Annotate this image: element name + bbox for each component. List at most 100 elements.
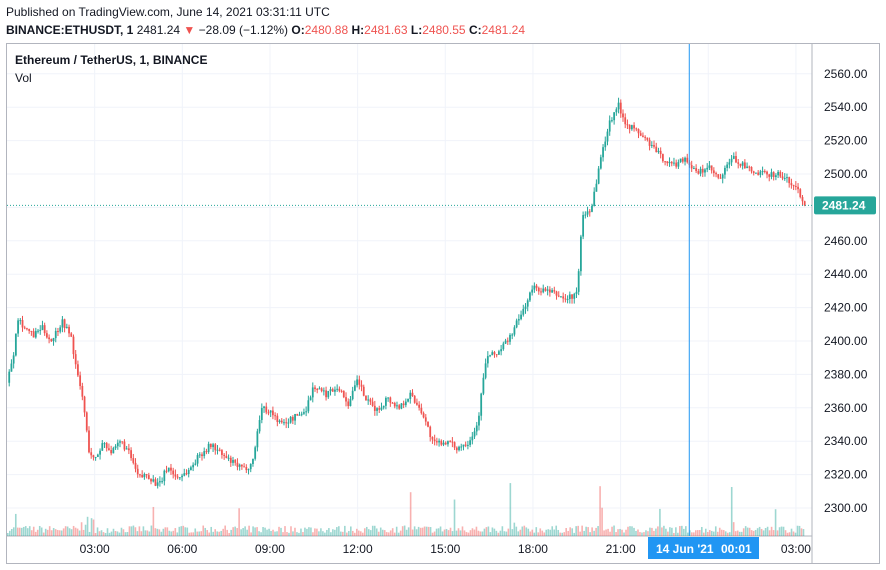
volume-bar [276, 531, 278, 536]
candle-body [336, 388, 339, 390]
candle-body [648, 139, 651, 146]
candle-body [172, 470, 175, 475]
candle-body [340, 390, 343, 392]
volume-bar [357, 530, 360, 536]
candle-body [719, 177, 722, 179]
volume-bar [419, 527, 422, 536]
volume-bar [158, 529, 161, 536]
volume-bar [338, 526, 340, 536]
volume-bar [383, 530, 386, 536]
volume-bar [188, 532, 191, 536]
candle-body [165, 470, 168, 472]
volume-bar [314, 528, 316, 536]
low-label: L: [410, 23, 423, 37]
candle-body [99, 450, 101, 455]
volume-bar [340, 531, 342, 536]
candle-body [699, 168, 702, 174]
volume-bar [152, 506, 155, 536]
candle-body [216, 449, 219, 451]
volume-bar [28, 526, 31, 536]
candle-body [59, 327, 62, 332]
volume-bar [266, 529, 268, 536]
candle-body [526, 300, 529, 307]
candle-body [385, 397, 387, 406]
volume-bar [36, 529, 39, 536]
candle-body [493, 352, 496, 355]
candle-body [278, 420, 281, 422]
candle-body [207, 443, 210, 452]
candle-body [655, 146, 658, 153]
volume-bar [284, 526, 286, 536]
x-tick-label: 15:00 [430, 542, 460, 556]
candle-body [19, 320, 22, 322]
volume-bar [88, 531, 91, 536]
candle-body [750, 167, 753, 172]
candle-body [92, 455, 95, 458]
candle-body [256, 431, 259, 448]
crosshair-time-label: 14 Jun '21 [656, 542, 714, 556]
volume-bar [507, 528, 510, 536]
candle-body [449, 441, 452, 443]
candle-body [409, 392, 412, 399]
candle-body [413, 396, 416, 403]
candle-body [378, 408, 381, 410]
candle-body [701, 168, 704, 173]
candle-body [679, 158, 682, 163]
volume-bar [373, 525, 376, 536]
volume-bar [417, 526, 420, 536]
candle-body [597, 168, 600, 184]
volume-bar [391, 528, 394, 536]
candle-body [557, 295, 560, 297]
price-change: −28.09 (−1.12%) [198, 23, 289, 37]
volume-bar [539, 528, 542, 536]
volume-bar [716, 531, 719, 536]
candle-body [130, 450, 132, 459]
candle-body [185, 473, 188, 475]
candle-body [125, 448, 128, 450]
candle-body [342, 391, 345, 398]
candle-body [198, 454, 201, 456]
close-value: 2481.24 [481, 23, 526, 37]
volume-bar [782, 526, 785, 536]
candle-body [486, 356, 489, 364]
candle-body [353, 385, 356, 391]
volume-bar [234, 526, 236, 536]
volume-bar [687, 532, 689, 536]
volume-bar [413, 526, 416, 536]
candle-body [214, 444, 217, 451]
candle-body [289, 416, 292, 423]
y-tick-label: 2520.00 [824, 134, 868, 148]
volume-bar [503, 531, 506, 536]
volume-bar [555, 525, 558, 536]
volume-bar [60, 530, 63, 536]
volume-bar [577, 525, 579, 536]
candle-body [254, 447, 257, 459]
volume-bar [589, 532, 591, 536]
candle-body [26, 328, 28, 330]
candle-body [181, 475, 183, 478]
candle-body [81, 386, 84, 397]
candle-body [411, 392, 414, 397]
volume-bar [689, 530, 691, 536]
volume-bar [288, 532, 290, 536]
volume-bar [54, 529, 57, 536]
volume-bar [320, 528, 322, 536]
candle-body [234, 459, 237, 463]
volume-bar [46, 529, 49, 536]
volume-bar [170, 531, 173, 536]
candle-body [212, 444, 214, 448]
candle-body [422, 413, 425, 418]
volume-bar [467, 532, 470, 536]
candle-body [61, 319, 64, 328]
candle-body [280, 420, 283, 423]
volume-bar [162, 528, 165, 536]
volume-bar [541, 530, 544, 536]
candle-body [163, 470, 166, 482]
candle-body [12, 355, 15, 364]
candle-body [150, 479, 152, 482]
candle-body [209, 443, 212, 448]
volume-bar [342, 531, 344, 536]
candle-body [77, 364, 79, 376]
candle-body [389, 397, 392, 403]
